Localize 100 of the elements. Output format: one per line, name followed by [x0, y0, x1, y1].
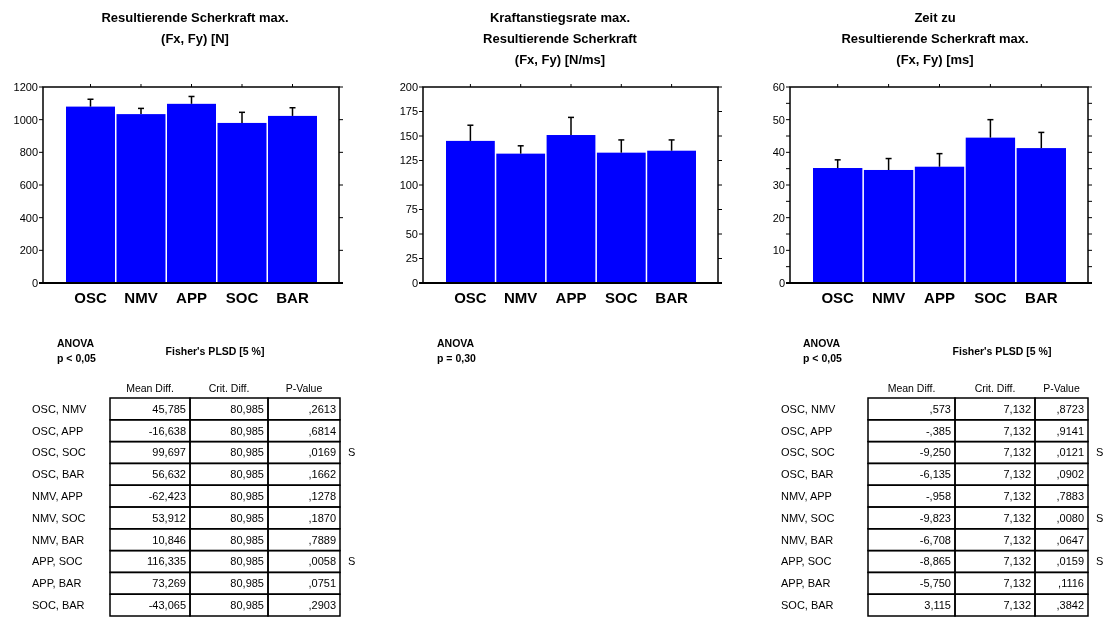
text: ANOVA — [57, 337, 95, 349]
y-tick-label: 400 — [19, 211, 38, 224]
text: 53,912 — [152, 511, 186, 524]
y-tick-label: 150 — [399, 129, 418, 142]
text: ,7889 — [308, 533, 336, 546]
text: 80,985 — [230, 577, 264, 590]
category-label: NMV, APP — [781, 489, 832, 502]
text: ,0647 — [1056, 533, 1084, 546]
text: -5,750 — [919, 577, 951, 590]
y-tick-label: 200 — [399, 80, 418, 93]
text: ,0169 — [308, 446, 336, 459]
category-label: SOC, BAR — [32, 598, 85, 611]
y-tick-label: 25 — [405, 252, 418, 265]
y-tick-label: 75 — [405, 203, 418, 216]
x-tick-label: BAR — [655, 289, 689, 306]
x-tick-label: OSC — [74, 289, 107, 306]
text: -6,708 — [919, 533, 951, 546]
text: 7,132 — [1003, 555, 1031, 568]
x-tick-label: OSC — [454, 289, 487, 306]
text: S — [348, 446, 356, 459]
text: 7,132 — [1003, 511, 1031, 524]
text: ,0058 — [308, 555, 336, 568]
text: ,3842 — [1056, 598, 1084, 611]
text: S — [1096, 555, 1104, 568]
text: 7,132 — [1003, 424, 1031, 437]
x-tick-label: SOC — [974, 289, 1007, 306]
y-tick-label: 50 — [405, 227, 418, 240]
text: 3,115 — [924, 598, 951, 611]
category-label: NMV, BAR — [32, 533, 85, 546]
y-tick-label: 1000 — [13, 113, 38, 126]
chart-title: Zeit zu Resultierende Scherkraft max. (Fx, Fy) [ms] — [841, 10, 1029, 67]
bar — [863, 169, 914, 283]
category-label: APP, SOC — [781, 555, 832, 568]
text: ,0121 — [1056, 446, 1084, 459]
text: 7,132 — [1003, 468, 1031, 481]
y-tick-label: 30 — [772, 178, 785, 191]
x-tick-label: BAR — [276, 289, 309, 306]
text: 116,335 — [147, 555, 186, 568]
x-tick-label: OSC — [821, 289, 855, 306]
text: 45,785 — [152, 402, 186, 415]
text: 10,846 — [152, 533, 186, 546]
text: ,9141 — [1056, 424, 1084, 437]
category-label: P-Value — [1043, 382, 1080, 394]
y-tick-label: 200 — [19, 244, 38, 257]
bar — [268, 115, 317, 283]
category-label: OSC, BAR — [32, 468, 85, 481]
text: Fisher's PLSD [5 %] — [952, 345, 1052, 357]
text: ,1870 — [308, 511, 336, 524]
text: ,2903 — [308, 598, 336, 611]
bar — [116, 114, 166, 283]
text: 7,132 — [1003, 402, 1031, 415]
text: 80,985 — [230, 511, 264, 524]
text: 80,985 — [230, 402, 264, 415]
y-tick-label: 125 — [399, 154, 418, 167]
text: -,385 — [925, 424, 951, 437]
text: 73,269 — [152, 577, 186, 590]
text: -9,250 — [919, 446, 951, 459]
category-label: Crit. Diff. — [208, 382, 250, 394]
category-label: Mean Diff. — [126, 382, 174, 394]
x-tick-label: APP — [555, 289, 587, 306]
text: ANOVA — [803, 337, 841, 349]
category-label: Crit. Diff. — [974, 382, 1016, 394]
category-label: NMV, SOC — [32, 511, 86, 524]
text: ,0080 — [1056, 511, 1084, 524]
text: ,573 — [929, 402, 951, 415]
text: ,6814 — [308, 424, 336, 437]
chart-title: Kraftanstiegsrate max. Resultierende Scherkraft (Fx, Fy) [N/ms] — [483, 10, 638, 67]
text: -62,423 — [148, 489, 186, 502]
text: 7,132 — [1003, 598, 1031, 611]
text: ,0751 — [308, 577, 336, 590]
category-label: OSC, BAR — [781, 468, 834, 481]
text: 80,985 — [230, 555, 264, 568]
y-tick-label: 60 — [772, 80, 785, 93]
text: ,1278 — [308, 489, 336, 502]
text: p = 0,30 — [437, 352, 476, 364]
y-tick-label: 0 — [411, 276, 418, 289]
bar — [167, 103, 216, 283]
y-tick-label: 0 — [778, 276, 785, 289]
category-label: OSC, NMV — [781, 402, 836, 415]
text: 7,132 — [1003, 446, 1031, 459]
text: 7,132 — [1003, 489, 1031, 502]
y-tick-label: 20 — [772, 211, 785, 224]
text: 7,132 — [1003, 577, 1031, 590]
text: Fisher's PLSD [5 %] — [165, 345, 265, 357]
y-tick-label: 600 — [19, 178, 38, 191]
text: 80,985 — [230, 424, 264, 437]
text: ,0159 — [1056, 555, 1084, 568]
text: S — [348, 555, 356, 568]
x-tick-label: BAR — [1025, 289, 1058, 306]
y-tick-label: 100 — [399, 178, 418, 191]
category-label: NMV, APP — [32, 489, 83, 502]
category-label: OSC, NMV — [32, 402, 87, 415]
bar — [66, 106, 115, 283]
bar — [217, 122, 267, 283]
text: 56,632 — [152, 468, 186, 481]
y-tick-label: 50 — [772, 113, 785, 126]
x-tick-label: SOC — [605, 289, 638, 306]
x-tick-label: NMV — [871, 289, 906, 306]
text: S — [1096, 446, 1104, 459]
text: -9,823 — [919, 511, 951, 524]
